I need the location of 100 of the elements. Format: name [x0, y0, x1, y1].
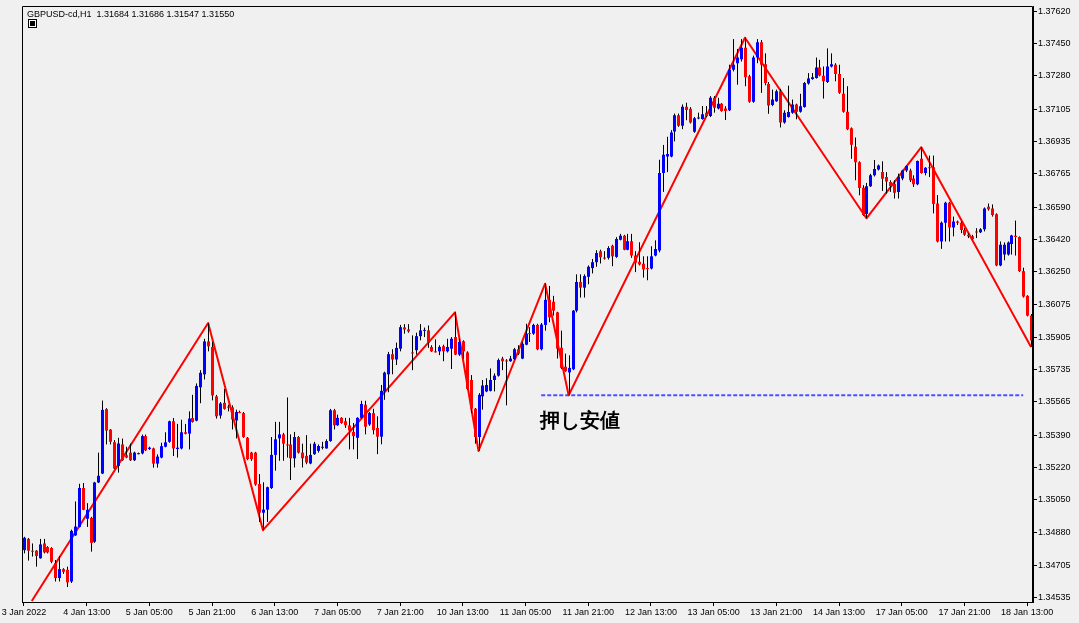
candlestick — [528, 326, 531, 343]
x-tick-label: 5 Jan 21:00 — [188, 606, 236, 617]
candlestick — [787, 85, 790, 119]
candlestick — [278, 421, 281, 462]
candlestick — [305, 434, 308, 465]
candlestick — [732, 38, 735, 72]
candlestick — [105, 407, 108, 445]
candlestick — [387, 351, 390, 393]
candlestick — [634, 250, 637, 273]
candlestick — [552, 295, 555, 317]
x-tick-label: 13 Jan 21:00 — [750, 606, 803, 617]
x-tick-label: 7 Jan 05:00 — [313, 606, 361, 617]
candlestick — [97, 452, 100, 484]
x-tick-label: 11 Jan 05:00 — [499, 606, 552, 617]
y-tick-label: 1.35050 — [1038, 494, 1071, 505]
y-tick-label: 1.36935 — [1038, 136, 1071, 147]
candlestick — [82, 482, 85, 511]
x-tick-label: 5 Jan 05:00 — [125, 606, 173, 617]
candlestick — [756, 38, 759, 64]
candlestick — [834, 62, 837, 82]
candlestick — [826, 47, 829, 84]
candlestick — [454, 311, 457, 356]
candlestick — [505, 358, 508, 406]
candlestick — [262, 481, 265, 531]
candlestick — [842, 77, 845, 114]
y-tick-label: 1.36420 — [1038, 233, 1071, 244]
y-tick-label: 1.36250 — [1038, 266, 1071, 277]
candlestick — [493, 372, 496, 392]
candlestick — [415, 332, 418, 356]
candlestick — [920, 146, 923, 175]
candlestick — [983, 206, 986, 232]
x-tick-label: 4 Jan 13:00 — [63, 606, 111, 617]
candlestick — [348, 417, 351, 450]
candlestick — [681, 103, 684, 130]
candlestick — [207, 322, 210, 352]
candlestick — [916, 160, 919, 186]
candlestick — [274, 421, 277, 472]
x-tick-label: 10 Jan 13:00 — [436, 606, 489, 617]
candlestick — [587, 264, 590, 285]
y-tick-label: 1.37105 — [1038, 103, 1071, 114]
candlestick — [364, 400, 367, 435]
candlestick — [66, 566, 69, 588]
candlestick — [760, 39, 763, 94]
candlestick — [650, 245, 653, 270]
candlestick — [940, 221, 943, 250]
y-tick-label: 1.35735 — [1038, 364, 1071, 375]
x-tick-label: 17 Jan 21:00 — [938, 606, 991, 617]
x-tick-label: 13 Jan 05:00 — [687, 606, 740, 617]
candlestick — [231, 404, 234, 430]
candlestick — [54, 559, 57, 582]
x-tick-label: 7 Jan 21:00 — [376, 606, 424, 617]
y-tick-label: 1.35565 — [1038, 396, 1071, 407]
y-tick-label: 1.34535 — [1038, 592, 1071, 603]
candlestick — [603, 250, 606, 261]
candlestick — [450, 336, 453, 370]
annotation: 押し安値 — [539, 407, 621, 432]
candlestick — [31, 542, 34, 558]
candlestick — [893, 179, 896, 200]
y-tick-label: 1.35905 — [1038, 331, 1071, 342]
candlestick — [854, 137, 857, 181]
candlestick — [662, 144, 665, 193]
y-tick-label: 1.36765 — [1038, 168, 1071, 179]
candlestick — [897, 173, 900, 200]
candlestick — [666, 136, 669, 173]
candlestick — [952, 216, 955, 237]
candlestick — [352, 422, 355, 450]
candlestick — [391, 348, 394, 375]
candlestick — [975, 227, 978, 239]
y-tick-label: 1.37620 — [1038, 5, 1071, 16]
candlestick — [246, 436, 249, 461]
chart-title: GBPUSD-cd,H1 1.31684 1.31686 1.31547 1.31550 — [27, 8, 235, 19]
y-tick-label: 1.35220 — [1038, 461, 1071, 472]
candlestick — [434, 338, 437, 353]
x-tick-label: 18 Jan 13:00 — [1001, 606, 1054, 617]
candlestick — [709, 95, 712, 118]
candlestick — [286, 397, 289, 459]
candlestick — [58, 555, 61, 582]
x-tick-label: 3 Jan 2022 — [1, 606, 47, 617]
x-tick-label: 12 Jan 13:00 — [624, 606, 677, 617]
candlestick — [497, 358, 500, 378]
candlestick — [462, 339, 465, 360]
candlestick — [242, 411, 245, 439]
candlestick — [86, 502, 89, 528]
candlestick — [309, 443, 312, 465]
y-tick-label: 1.37280 — [1038, 70, 1071, 81]
candlestick — [223, 388, 226, 411]
x-tick-label: 14 Jan 13:00 — [813, 606, 866, 617]
candlestick — [376, 415, 379, 455]
candlestick — [27, 537, 30, 562]
candlestick — [293, 431, 296, 468]
candlestick — [611, 244, 614, 267]
candlestick — [999, 240, 1002, 267]
candlestick — [630, 233, 633, 259]
candlestick — [215, 394, 218, 420]
x-tick-label: 6 Jan 13:00 — [251, 606, 299, 617]
candlestick — [881, 160, 884, 192]
y-tick-label: 1.36075 — [1038, 299, 1071, 310]
candlestick — [39, 538, 42, 560]
candlestick — [356, 416, 359, 460]
candlestick — [646, 255, 649, 281]
